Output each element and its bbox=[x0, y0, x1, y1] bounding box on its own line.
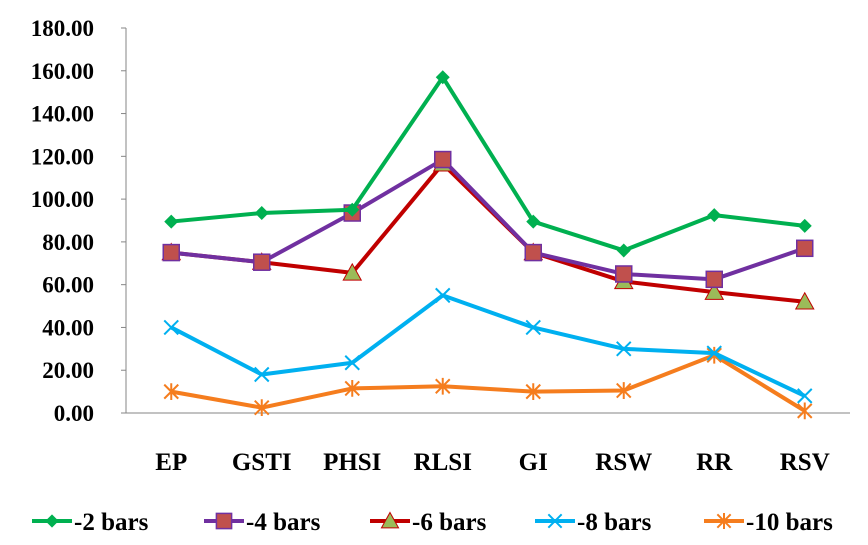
legend-item: -6 bars bbox=[370, 509, 487, 536]
data-point-marker bbox=[254, 366, 270, 383]
data-point-marker bbox=[796, 239, 814, 258]
y-tick-label: 120.00 bbox=[31, 144, 94, 169]
data-point-marker bbox=[342, 262, 363, 281]
data-point-marker bbox=[434, 150, 452, 169]
x-tick-label: RSV bbox=[780, 449, 830, 476]
x-tick-label: PHSI bbox=[323, 449, 381, 476]
series-line bbox=[170, 293, 806, 398]
legend-label: -10 bars bbox=[746, 509, 833, 536]
data-point-marker bbox=[547, 513, 563, 529]
data-point-marker bbox=[254, 399, 270, 417]
data-point-marker bbox=[525, 383, 541, 401]
y-tick-label: 180.00 bbox=[31, 16, 94, 41]
legend-item: -2 bars bbox=[32, 509, 149, 536]
data-point-marker bbox=[615, 265, 633, 283]
y-tick-label: 140.00 bbox=[31, 102, 94, 127]
data-point-marker bbox=[797, 388, 813, 404]
data-point-marker bbox=[616, 341, 632, 357]
data-point-marker bbox=[704, 282, 725, 300]
data-point-marker bbox=[524, 243, 542, 262]
legend-label: -2 bars bbox=[74, 509, 149, 536]
data-point-marker bbox=[705, 270, 723, 289]
data-point-marker bbox=[45, 514, 59, 528]
data-point-marker bbox=[716, 513, 732, 529]
data-point-marker bbox=[797, 218, 812, 233]
data-point-marker bbox=[706, 345, 722, 361]
data-point-marker bbox=[435, 287, 451, 304]
data-point-marker bbox=[525, 319, 541, 336]
y-tick-label: 0.00 bbox=[54, 401, 94, 426]
legend-item: -8 bars bbox=[535, 509, 652, 536]
series-line bbox=[171, 75, 805, 253]
data-point-marker bbox=[163, 319, 179, 336]
data-point-marker bbox=[526, 214, 541, 229]
x-axis: EP GSTI PHSI RLSI GI RSW RR RSV bbox=[126, 412, 850, 476]
data-point-marker bbox=[163, 383, 179, 401]
y-tick-label: 40.00 bbox=[42, 315, 94, 340]
data-point-marker bbox=[254, 206, 269, 221]
legend-label: -4 bars bbox=[246, 509, 321, 536]
legend-item: -4 bars bbox=[204, 509, 321, 536]
y-tick-label: 160.00 bbox=[31, 59, 94, 84]
legend: -2 bars -4 bars -6 bars -8 bars -10 bars bbox=[32, 509, 833, 536]
series-10bars bbox=[163, 346, 813, 420]
data-point-marker bbox=[616, 243, 631, 258]
data-point-marker bbox=[215, 512, 233, 530]
legend-label: -6 bars bbox=[412, 509, 487, 536]
series-2bars bbox=[164, 70, 812, 258]
y-tick-label: 60.00 bbox=[42, 273, 94, 298]
x-tick-label: RR bbox=[696, 449, 733, 476]
y-axis: 0.00 20.00 40.00 60.00 80.00 100.00 120.00 140.… bbox=[31, 16, 127, 426]
x-tick-label: EP bbox=[155, 449, 187, 476]
data-point-marker bbox=[707, 208, 722, 223]
data-point-marker bbox=[616, 382, 632, 399]
data-point-marker bbox=[164, 214, 179, 229]
data-point-marker bbox=[344, 380, 360, 397]
data-point-marker bbox=[435, 377, 451, 395]
series-8bars bbox=[163, 287, 813, 404]
data-point-marker bbox=[435, 70, 450, 85]
x-tick-label: GSTI bbox=[232, 449, 292, 476]
series-line bbox=[170, 353, 806, 413]
x-tick-label: RLSI bbox=[414, 449, 472, 476]
legend-item: -10 bars bbox=[704, 509, 833, 536]
x-tick-label: GI bbox=[519, 449, 548, 476]
data-point-marker bbox=[794, 291, 815, 310]
plot-area bbox=[161, 70, 815, 420]
data-point-marker bbox=[380, 511, 400, 529]
y-tick-label: 20.00 bbox=[42, 358, 94, 383]
legend-label: -8 bars bbox=[577, 509, 652, 536]
y-tick-label: 80.00 bbox=[42, 230, 94, 255]
series-line bbox=[171, 157, 806, 282]
data-point-marker bbox=[344, 355, 360, 371]
data-point-marker bbox=[345, 202, 360, 217]
data-point-marker bbox=[253, 253, 271, 271]
data-point-marker bbox=[162, 243, 180, 262]
data-point-marker bbox=[797, 402, 813, 420]
x-tick-label: RSW bbox=[595, 449, 652, 476]
y-tick-label: 100.00 bbox=[31, 187, 94, 212]
